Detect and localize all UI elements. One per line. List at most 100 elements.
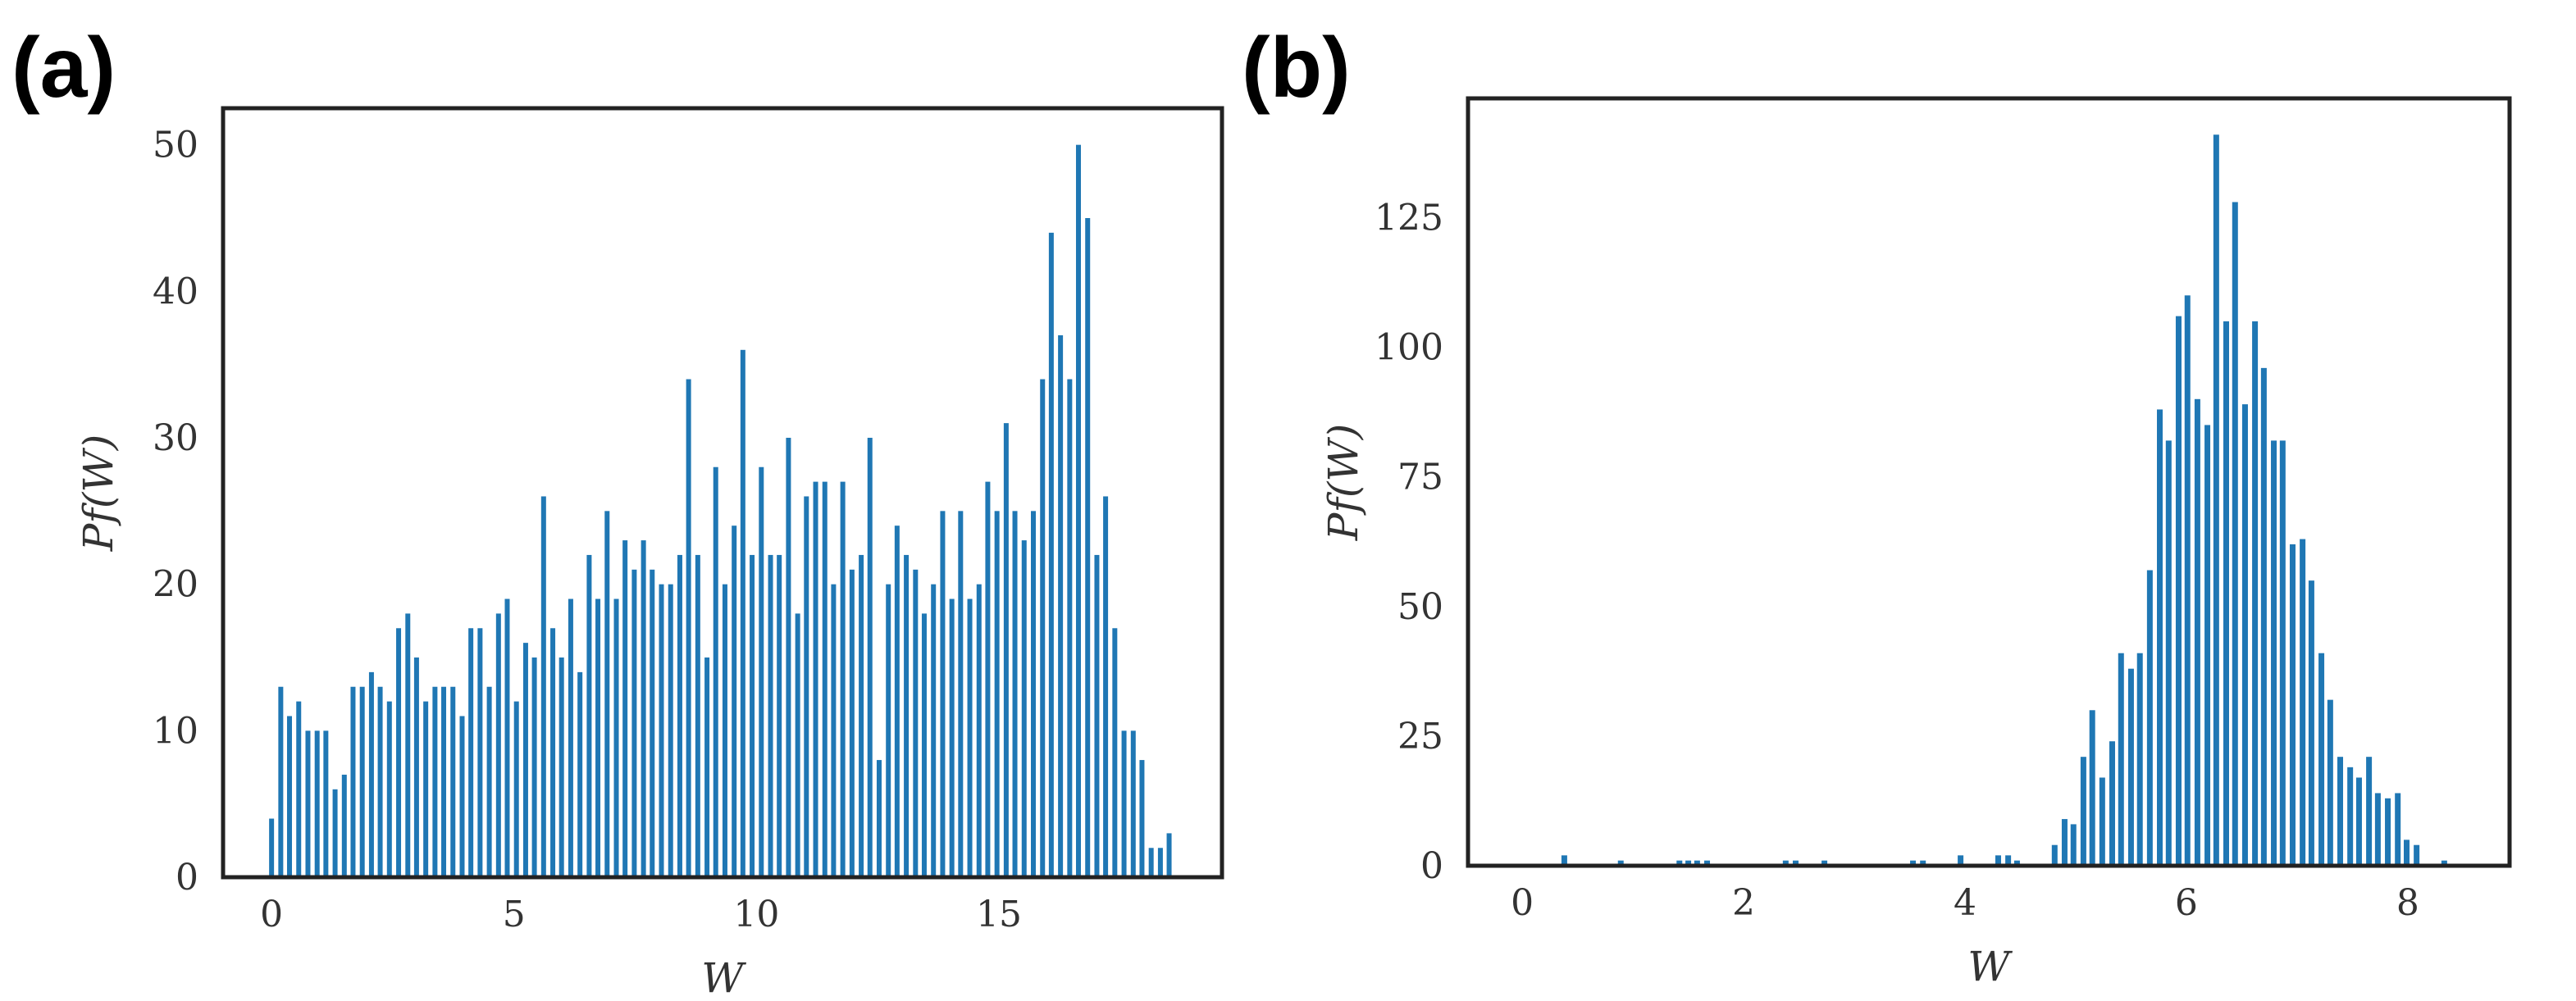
bar — [577, 671, 583, 877]
bar — [1040, 379, 1046, 877]
bar — [2252, 321, 2259, 867]
bar — [1782, 860, 1789, 866]
bar — [287, 716, 293, 877]
bar — [732, 526, 737, 877]
x-tick-label: 2 — [1732, 882, 1755, 924]
bar — [1617, 860, 1624, 866]
bar — [1995, 855, 2001, 866]
bar — [368, 671, 374, 877]
bar — [2395, 793, 2401, 866]
bar — [1910, 860, 1917, 866]
bar — [269, 818, 275, 877]
bar — [568, 598, 573, 877]
bar — [2260, 367, 2267, 866]
bar — [2204, 425, 2211, 866]
bar — [1067, 379, 1073, 877]
y-tick-label: 25 — [1397, 716, 1443, 758]
bar — [859, 554, 864, 877]
bar — [2051, 844, 2058, 866]
y-tick-label: 50 — [153, 125, 198, 166]
bar — [1704, 860, 1711, 866]
bar — [1094, 554, 1100, 877]
bar — [2403, 839, 2410, 866]
bar — [1694, 860, 1700, 866]
bar — [913, 569, 919, 877]
bar — [450, 686, 456, 877]
bar — [350, 686, 356, 877]
bar — [659, 584, 664, 877]
bar — [495, 613, 501, 877]
x-tick-label: 4 — [1954, 882, 1976, 924]
bar — [613, 598, 619, 877]
bar — [940, 511, 946, 877]
bar — [2109, 741, 2115, 866]
bar — [386, 701, 392, 877]
bar — [668, 584, 673, 877]
bar — [2241, 404, 2248, 866]
bar — [722, 584, 727, 877]
bar — [1958, 855, 1964, 866]
bar — [2080, 757, 2086, 866]
bar — [1112, 628, 1118, 877]
bar — [2414, 844, 2420, 866]
bar — [2070, 824, 2077, 866]
bar — [713, 466, 718, 877]
y-tick-label: 0 — [176, 857, 198, 899]
y-axis-label: Pf(W) — [75, 435, 122, 553]
bar — [1130, 730, 1136, 877]
bar — [2136, 653, 2143, 866]
bar — [650, 569, 655, 877]
bar — [686, 379, 691, 877]
bar — [459, 716, 465, 877]
bar — [278, 686, 284, 877]
bar — [1103, 496, 1109, 877]
bar — [377, 686, 383, 877]
bar — [423, 701, 429, 877]
bar — [332, 789, 338, 877]
bar — [296, 701, 302, 877]
y-tick-label: 10 — [153, 710, 198, 752]
bar — [2308, 580, 2314, 866]
bar — [559, 657, 564, 877]
bar — [1676, 860, 1683, 866]
bar — [2223, 321, 2229, 867]
bar — [504, 598, 510, 877]
bar — [2013, 860, 2020, 866]
panel-label: (a) — [11, 20, 116, 116]
bar — [831, 584, 837, 877]
bar — [2232, 202, 2238, 867]
bar — [2089, 710, 2095, 866]
bar — [2005, 855, 2012, 866]
bar — [1920, 860, 1926, 866]
bar — [305, 730, 311, 877]
bar — [1157, 848, 1163, 877]
bar — [2175, 316, 2182, 867]
bar — [876, 760, 882, 877]
bar — [314, 730, 320, 877]
bar — [550, 628, 556, 877]
y-tick-label: 20 — [153, 564, 198, 606]
bar — [994, 511, 1000, 877]
y-tick-label: 40 — [153, 271, 198, 312]
bar — [2327, 699, 2333, 866]
bar — [886, 584, 891, 877]
bar — [522, 643, 528, 877]
bar — [967, 598, 973, 877]
bar — [586, 554, 592, 877]
bar — [958, 511, 964, 877]
panel-label: (b) — [1242, 20, 1351, 116]
bar — [1148, 848, 1154, 877]
bar — [2099, 777, 2105, 866]
y-tick-label: 100 — [1375, 327, 1443, 369]
bar — [2213, 134, 2219, 866]
bar — [894, 526, 900, 877]
y-tick-label: 75 — [1397, 457, 1443, 498]
y-tick-label: 125 — [1375, 197, 1443, 239]
x-axis-label: W — [1967, 943, 2013, 990]
bar — [2441, 860, 2447, 866]
bar — [2366, 757, 2373, 866]
bar — [822, 481, 828, 877]
bar — [795, 613, 800, 877]
bar — [2157, 409, 2163, 866]
bar — [849, 569, 855, 877]
